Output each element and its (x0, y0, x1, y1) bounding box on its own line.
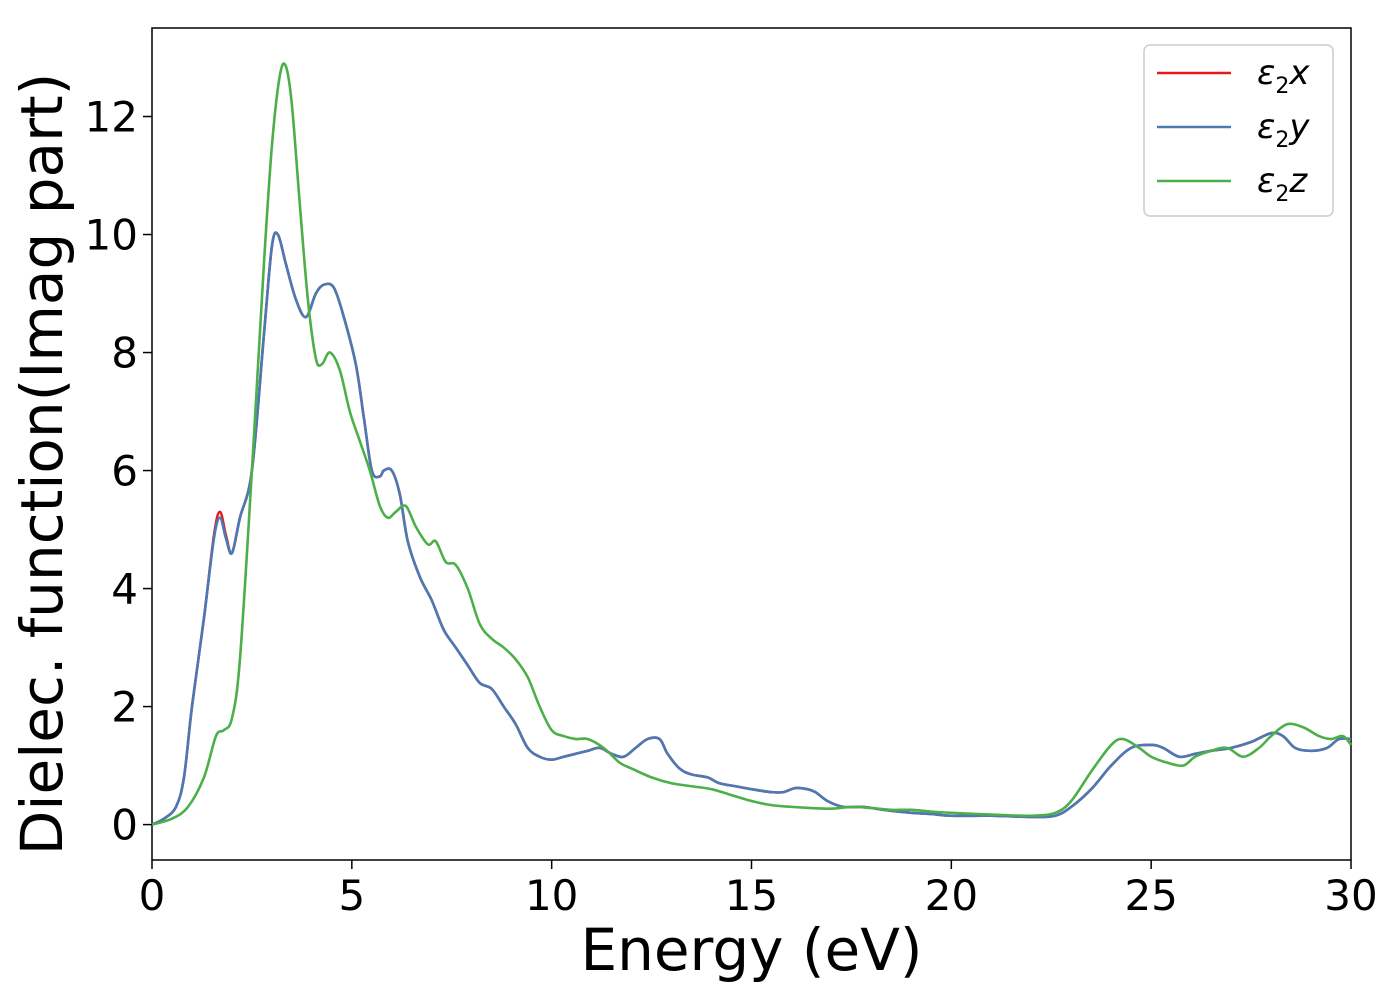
y-tick-label: 0 (111, 801, 138, 850)
series-layer (151, 62, 1353, 826)
y-tick-label: 12 (85, 93, 138, 142)
series-line-z (151, 62, 1353, 826)
legend-label-y: ε2y (1257, 107, 1310, 153)
x-tick-label: 20 (925, 871, 978, 920)
x-tick-label: 15 (725, 871, 778, 920)
x-axis-ticks: 0 5 10 15 20 25 30 (139, 860, 1378, 920)
y-axis-title: Dielec. function(Imag part) (8, 73, 76, 856)
legend-label-z: ε2z (1257, 161, 1308, 207)
y-tick-label: 10 (85, 211, 138, 260)
y-axis-ticks: 0 2 4 6 8 10 12 (85, 93, 152, 850)
x-tick-label: 10 (525, 871, 578, 920)
x-tick-label: 0 (139, 871, 166, 920)
x-tick-label: 25 (1124, 871, 1177, 920)
y-tick-label: 8 (111, 329, 138, 378)
y-tick-label: 4 (111, 565, 138, 614)
x-axis-title: Energy (eV) (580, 916, 922, 984)
legend-box (1143, 44, 1334, 217)
y-tick-label: 6 (111, 447, 138, 496)
series-line-y (151, 231, 1352, 826)
x-tick-label: 30 (1324, 871, 1377, 920)
series-line-x (151, 231, 1352, 826)
x-tick-label: 5 (338, 871, 365, 920)
y-tick-label: 2 (111, 683, 138, 732)
legend: ε2x ε2y ε2z (1143, 44, 1334, 217)
legend-label-x: ε2x (1257, 53, 1310, 99)
